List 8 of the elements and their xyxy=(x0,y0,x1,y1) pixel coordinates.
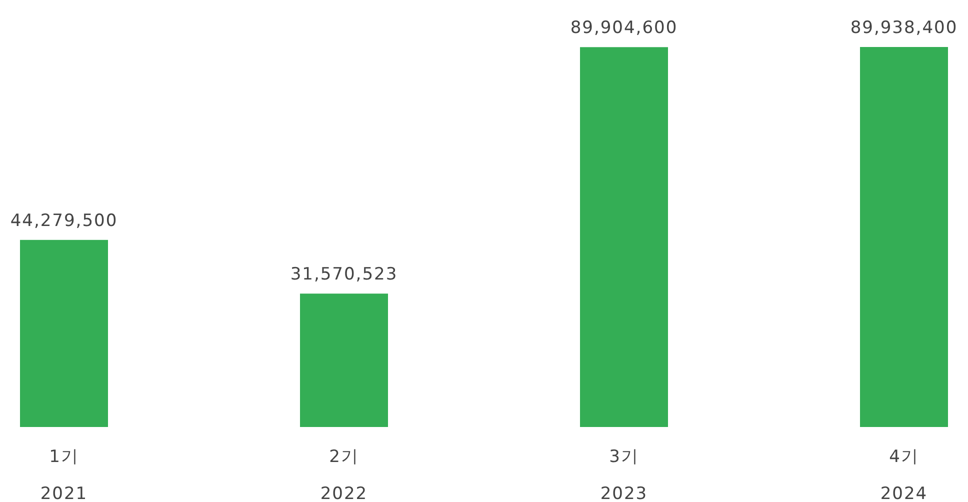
data-label: 31,570,523 xyxy=(290,264,398,285)
x-tick-label: 2기 2022 xyxy=(320,447,368,502)
data-label: 89,938,400 xyxy=(850,18,958,38)
data-label: 89,904,600 xyxy=(570,18,678,38)
x-tick-label: 1기 2021 xyxy=(40,447,88,502)
data-label: 44,279,500 xyxy=(10,210,118,231)
x-tick-label: 3기 2023 xyxy=(600,447,648,502)
x-tick-label: 4기 2024 xyxy=(880,447,928,502)
